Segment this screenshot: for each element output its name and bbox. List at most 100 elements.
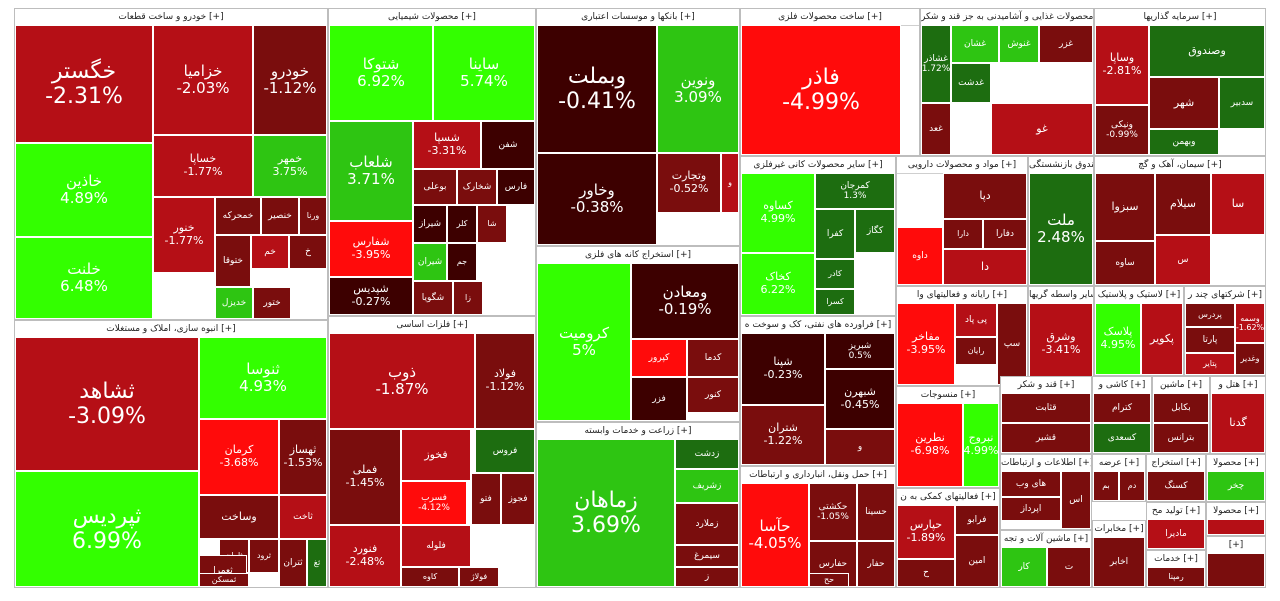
- stock-tile[interactable]: فخوز: [401, 429, 471, 481]
- stock-tile[interactable]: کنور: [687, 377, 739, 413]
- stock-tile[interactable]: وبهمن: [1149, 129, 1219, 155]
- sector-header[interactable]: حمل ونقل، انبارداری و ارتباطات [+]: [741, 467, 895, 484]
- sector-header[interactable]: بانکها و موسسات اعتباری [+]: [537, 9, 739, 26]
- stock-tile[interactable]: فولاد -1.12%: [475, 333, 535, 429]
- sector-header[interactable]: عرضه [+]: [1093, 455, 1145, 472]
- stock-tile[interactable]: شبریز 0.5%: [825, 333, 895, 369]
- stock-tile[interactable]: [1207, 553, 1265, 587]
- stock-tile[interactable]: وساپا -2.81%: [1095, 25, 1149, 105]
- stock-tile[interactable]: شفارس -3.95%: [329, 221, 413, 277]
- stock-tile[interactable]: دپا: [943, 173, 1027, 219]
- sector-header[interactable]: استخراج کانه های فلزی [+]: [537, 247, 739, 264]
- sector-header[interactable]: محصولا [+]: [1207, 503, 1265, 520]
- sector-header[interactable]: ساخت محصولات فلزی [+]: [741, 9, 919, 26]
- stock-tile[interactable]: خم: [251, 235, 289, 269]
- stock-tile[interactable]: قشیر: [1001, 423, 1091, 453]
- stock-tile[interactable]: داوه: [897, 227, 943, 285]
- sector-header[interactable]: خدمات [+]: [1147, 551, 1205, 568]
- stock-tile[interactable]: فسرب -4.12%: [401, 481, 467, 525]
- stock-tile[interactable]: فروس: [475, 429, 535, 473]
- stock-tile[interactable]: کرمان -3.68%: [199, 419, 279, 495]
- stock-tile[interactable]: ثغ: [307, 539, 327, 587]
- sector-header[interactable]: مخابرات [+]: [1093, 521, 1145, 538]
- stock-tile[interactable]: خنصير: [261, 197, 299, 235]
- sector-header[interactable]: [+]: [1207, 537, 1265, 554]
- stock-tile[interactable]: خلنت 6.48%: [15, 237, 153, 319]
- stock-tile[interactable]: فملی -1.45%: [329, 429, 401, 525]
- stock-tile[interactable]: شیراز: [413, 205, 447, 243]
- sector-header[interactable]: شرکتهای چند ر [+]: [1185, 287, 1265, 304]
- stock-tile[interactable]: خساپا -1.77%: [153, 135, 253, 197]
- stock-tile[interactable]: خمهر 3.75%: [253, 135, 327, 197]
- sector-header[interactable]: سایر واسطه گریها [+]: [1029, 287, 1093, 304]
- stock-tile[interactable]: غو: [991, 103, 1093, 155]
- sector-header[interactable]: استخراج [+]: [1147, 455, 1205, 472]
- stock-tile[interactable]: غعد: [921, 103, 951, 155]
- sector-header[interactable]: اطلاعات و ارتباطات [+]: [1001, 455, 1091, 472]
- sector-header[interactable]: سیمان، آهک و گچ [+]: [1095, 157, 1265, 174]
- stock-tile[interactable]: کسرا: [815, 289, 855, 315]
- sector-header[interactable]: لاستیک و پلاستیک [+]: [1095, 287, 1183, 304]
- stock-tile[interactable]: حح: [809, 573, 849, 587]
- stock-tile[interactable]: وتجارت -0.52%: [657, 153, 721, 213]
- sector-header[interactable]: هتل و [+]: [1211, 377, 1265, 394]
- stock-tile[interactable]: ملت 2.48%: [1029, 173, 1093, 285]
- stock-tile[interactable]: پتایر: [1185, 353, 1235, 375]
- sector-header[interactable]: انبوه سازی، املاک و مستغلات [+]: [15, 321, 327, 338]
- stock-tile[interactable]: کار: [1001, 547, 1047, 587]
- stock-tile[interactable]: کلر: [447, 205, 477, 243]
- stock-tile[interactable]: پردرس: [1185, 303, 1235, 327]
- stock-tile[interactable]: غشاذر 1.72%: [921, 25, 951, 103]
- stock-tile[interactable]: چخر: [1207, 471, 1265, 501]
- stock-tile[interactable]: شپنا -0.23%: [741, 333, 825, 405]
- stock-tile[interactable]: سا: [1211, 173, 1265, 235]
- stock-tile[interactable]: حفار: [857, 541, 895, 587]
- stock-tile[interactable]: مفاخر -3.95%: [897, 303, 955, 385]
- stock-tile[interactable]: وصندوق: [1149, 25, 1265, 77]
- stock-tile[interactable]: اپرداز: [1001, 497, 1061, 521]
- stock-tile[interactable]: کمرجان 1.3%: [815, 173, 895, 209]
- stock-tile[interactable]: خ: [289, 235, 327, 269]
- stock-tile[interactable]: ثرود: [249, 539, 279, 573]
- stock-tile[interactable]: کسعدی: [1093, 423, 1151, 453]
- stock-tile[interactable]: ختوقا: [215, 235, 251, 287]
- stock-tile[interactable]: وخاور -0.38%: [537, 153, 657, 245]
- stock-tile[interactable]: فزر: [631, 377, 687, 421]
- stock-tile[interactable]: قثابت: [1001, 393, 1091, 423]
- stock-tile[interactable]: فرابو: [955, 505, 999, 535]
- stock-tile[interactable]: کسنگ: [1147, 471, 1205, 501]
- stock-tile[interactable]: شتوکا 6.92%: [329, 25, 433, 121]
- stock-tile[interactable]: ونیکی -0.99%: [1095, 105, 1149, 155]
- stock-tile[interactable]: خمحرکه: [215, 197, 261, 235]
- stock-tile[interactable]: ثمسکن: [199, 573, 249, 587]
- stock-tile[interactable]: حسینا: [857, 483, 895, 541]
- stock-tile[interactable]: غنوش: [999, 25, 1039, 63]
- stock-tile[interactable]: گدنا: [1211, 393, 1265, 453]
- stock-tile[interactable]: شسپا -3.31%: [413, 121, 481, 169]
- stock-tile[interactable]: اس: [1061, 471, 1091, 529]
- sector-header[interactable]: بیمه وصندوق بازنشستگی [+]: [1029, 157, 1093, 174]
- sector-header[interactable]: محصولات غذایی و آشامیدنی به جز قند و شکر…: [921, 9, 1093, 26]
- stock-tile[interactable]: سبزوا: [1095, 173, 1155, 241]
- stock-tile[interactable]: خاذین 4.89%: [15, 143, 153, 237]
- stock-tile[interactable]: دفارا: [983, 219, 1027, 249]
- sector-header[interactable]: سرمایه گذاریها [+]: [1095, 9, 1265, 26]
- stock-tile[interactable]: دم: [1119, 471, 1145, 501]
- stock-tile[interactable]: کخاک 6.22%: [741, 253, 815, 315]
- stock-tile[interactable]: خنور -1.77%: [153, 197, 215, 273]
- stock-tile[interactable]: ثتران: [279, 539, 307, 587]
- stock-tile[interactable]: امین: [955, 535, 999, 587]
- stock-tile[interactable]: خزامیا -2.03%: [153, 25, 253, 135]
- stock-tile[interactable]: شگویا: [413, 281, 453, 315]
- stock-tile[interactable]: زماهان 3.69%: [537, 439, 675, 587]
- stock-tile[interactable]: شفن: [481, 121, 535, 169]
- stock-tile[interactable]: کادر: [815, 259, 855, 289]
- stock-tile[interactable]: ز: [675, 567, 739, 587]
- stock-tile[interactable]: کرومیت 5%: [537, 263, 631, 421]
- stock-tile[interactable]: کپرور: [631, 339, 687, 377]
- stock-tile[interactable]: اخابر: [1093, 537, 1145, 587]
- stock-tile[interactable]: ت: [1047, 547, 1091, 587]
- stock-tile[interactable]: پکویر: [1141, 303, 1183, 375]
- stock-tile[interactable]: فولاژ: [459, 567, 499, 587]
- stock-tile[interactable]: رایان: [955, 337, 997, 365]
